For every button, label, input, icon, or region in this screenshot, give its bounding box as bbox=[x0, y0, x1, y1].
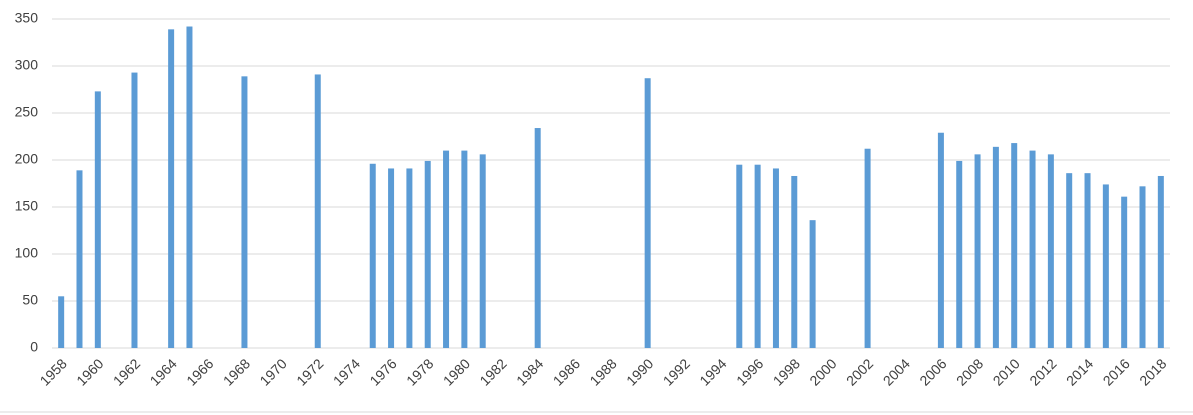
y-tick-label: 100 bbox=[15, 245, 39, 261]
x-tick-label: 2002 bbox=[843, 355, 876, 388]
y-tick-label: 0 bbox=[30, 339, 38, 355]
bar bbox=[94, 91, 101, 348]
x-tick-label: 2004 bbox=[880, 355, 913, 388]
x-tick-label: 2010 bbox=[990, 355, 1023, 388]
bar bbox=[809, 220, 816, 348]
bar bbox=[772, 168, 779, 348]
y-tick-label: 250 bbox=[15, 104, 39, 120]
bar bbox=[534, 128, 541, 348]
x-tick-label: 2008 bbox=[953, 355, 986, 388]
x-tick-label: 1996 bbox=[733, 355, 766, 388]
x-tick-label: 1974 bbox=[330, 355, 363, 388]
bar bbox=[58, 296, 65, 348]
bar bbox=[864, 148, 871, 348]
bar bbox=[443, 150, 450, 348]
bar bbox=[736, 164, 743, 348]
x-tick-label: 1968 bbox=[220, 355, 253, 388]
bar bbox=[992, 146, 999, 348]
x-tick-label: 2012 bbox=[1026, 355, 1059, 388]
bar bbox=[1084, 173, 1091, 348]
x-tick-label: 1988 bbox=[586, 355, 619, 388]
bar bbox=[479, 154, 486, 348]
bar bbox=[369, 163, 376, 348]
x-tick-label: 1972 bbox=[293, 355, 326, 388]
x-tick-label: 1982 bbox=[476, 355, 509, 388]
x-tick-label: 1990 bbox=[623, 355, 656, 388]
bar bbox=[644, 78, 651, 348]
x-tick-label: 1994 bbox=[696, 355, 729, 388]
bar bbox=[461, 150, 468, 348]
bar bbox=[1139, 186, 1146, 348]
y-tick-label: 300 bbox=[15, 57, 39, 73]
x-tick-label: 1958 bbox=[37, 355, 70, 388]
x-tick-label: 2018 bbox=[1136, 355, 1169, 388]
x-tick-label: 1962 bbox=[110, 355, 143, 388]
x-tick-label: 1976 bbox=[366, 355, 399, 388]
x-tick-label: 2016 bbox=[1100, 355, 1133, 388]
y-tick-label: 50 bbox=[22, 292, 38, 308]
bar bbox=[314, 74, 321, 349]
bar bbox=[241, 76, 248, 348]
x-tick-label: 1970 bbox=[256, 355, 289, 388]
bar bbox=[754, 164, 761, 348]
x-tick-label: 1978 bbox=[403, 355, 436, 388]
x-tick-label: 1984 bbox=[513, 355, 546, 388]
bar bbox=[1029, 150, 1036, 348]
bar bbox=[424, 160, 431, 348]
bar bbox=[1066, 173, 1073, 348]
bar bbox=[937, 132, 944, 348]
y-tick-label: 350 bbox=[15, 10, 39, 26]
x-tick-label: 2006 bbox=[916, 355, 949, 388]
bar bbox=[791, 175, 798, 348]
bar bbox=[131, 72, 138, 348]
bar bbox=[76, 170, 83, 348]
x-tick-label: 1980 bbox=[440, 355, 473, 388]
x-tick-label: 1992 bbox=[660, 355, 693, 388]
bar bbox=[1121, 196, 1128, 348]
bar bbox=[406, 168, 413, 348]
bar bbox=[1157, 175, 1164, 348]
x-tick-label: 1998 bbox=[770, 355, 803, 388]
bar bbox=[1047, 154, 1054, 348]
bar bbox=[186, 26, 193, 349]
x-tick-label: 1966 bbox=[183, 355, 216, 388]
y-tick-label: 200 bbox=[15, 151, 39, 167]
bar bbox=[1011, 143, 1018, 348]
bar bbox=[388, 168, 395, 348]
bar bbox=[168, 29, 175, 349]
y-tick-label: 150 bbox=[15, 198, 39, 214]
bar bbox=[974, 154, 981, 348]
x-tick-label: 2014 bbox=[1063, 355, 1096, 388]
x-tick-label: 2000 bbox=[806, 355, 839, 388]
x-tick-label: 1960 bbox=[73, 355, 106, 388]
x-tick-label: 1986 bbox=[550, 355, 583, 388]
bar bbox=[956, 160, 963, 348]
bar bbox=[1102, 184, 1109, 348]
x-tick-label: 1964 bbox=[147, 355, 180, 388]
